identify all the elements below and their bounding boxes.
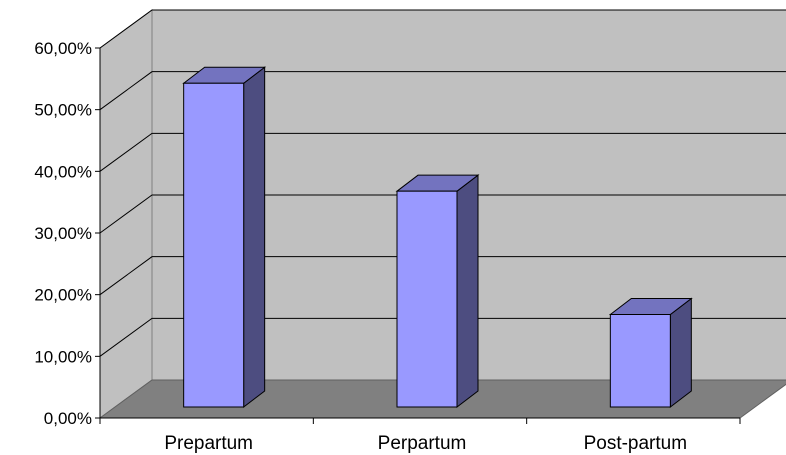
bar-prepartum (182, 66, 267, 409)
y-tick-label: 20,00% (34, 286, 92, 305)
x-category-label: Perpartum (378, 433, 467, 454)
bar-front-face (396, 190, 458, 408)
gridline (99, 194, 786, 234)
bar-side-face (456, 174, 479, 409)
bar-front-face (609, 314, 671, 408)
gridline (99, 256, 786, 296)
axes (95, 47, 741, 424)
bar-side-face (669, 297, 692, 409)
y-tick-label: 30,00% (34, 224, 92, 243)
gridline (99, 317, 786, 357)
y-tick-label: 40,00% (34, 162, 92, 181)
x-axis-category-labels: Prepartum Perpartum Post-partum (164, 433, 687, 454)
y-tick-label: 60,00% (34, 39, 92, 58)
bar-post-partum (608, 297, 693, 409)
y-tick-label: 10,00% (34, 347, 92, 366)
x-category-label: Post-partum (584, 433, 687, 454)
gridline (99, 132, 786, 172)
x-category-label: Prepartum (164, 433, 253, 454)
bars (182, 66, 693, 409)
y-axis-tick-labels: 0,00% 10,00% 20,00% 30,00% 40,00% 50,00% 60,00… (34, 39, 92, 428)
bar-front-face (183, 82, 245, 408)
bar-side-face (243, 66, 266, 409)
bar-perpartum (395, 174, 480, 409)
y-tick-label: 50,00% (34, 101, 92, 120)
y-tick-label: 0,00% (44, 409, 92, 428)
gridlines (99, 9, 786, 357)
gridline (99, 9, 786, 49)
gridline (99, 71, 786, 111)
